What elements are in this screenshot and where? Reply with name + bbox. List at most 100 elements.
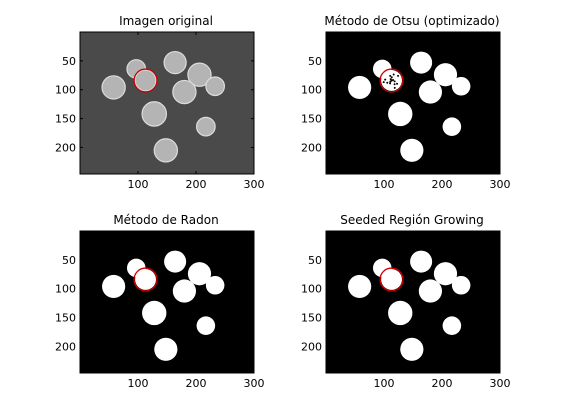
panel-title: Imagen original [119,14,213,28]
noise-speck [389,74,392,77]
y-tick-label: 200 [301,141,322,154]
coin [195,116,216,137]
y-tick-label: 50 [308,55,322,68]
y-tick-label: 150 [301,312,322,325]
panel-otsu-method: Método de Otsu (optimizado) 100 200 300 … [301,14,511,191]
x-tick-label: 100 [128,178,149,191]
x-tick-label: 300 [244,178,265,191]
coin [163,50,187,75]
coin [410,51,433,74]
panel-title: Seeded Región Growing [340,213,483,227]
panel-original-image: Imagen original 100 200 300 50 100 150 2… [55,14,265,191]
x-tick-label: 200 [186,178,207,191]
x-tick-labels: 100 200 300 [374,178,511,191]
noise-speck [384,78,387,81]
x-tick-label: 100 [374,377,395,390]
coin [348,274,372,299]
y-tick-label: 200 [301,340,322,353]
noise-speck [393,80,396,83]
coin [154,337,178,361]
axes-frame [325,230,501,374]
panel-seeded-region-growing: Seeded Región Growing 100 200 300 50 100… [301,213,511,390]
y-tick-label: 100 [301,283,322,296]
coin [134,69,157,92]
coin [418,279,442,303]
coin [187,262,212,286]
noise-speck [396,82,399,85]
coin [451,275,471,295]
coin [102,274,126,299]
x-tick-label: 200 [432,377,453,390]
noise-speck [393,83,396,86]
highlight-circle [133,68,158,93]
y-tick-label: 200 [55,340,76,353]
noise-speck [390,79,393,82]
x-tick-label: 300 [244,377,265,390]
coin [348,75,372,100]
noise-speck [389,82,392,85]
x-tick-label: 200 [186,377,207,390]
coin [442,117,462,136]
y-tick-label: 150 [55,113,76,126]
coin [196,316,216,335]
noise-speck [393,86,396,89]
y-tick-labels: 50 100 150 200 [55,254,76,354]
x-tick-labels: 100 200 300 [128,377,265,390]
coin [172,279,196,303]
coin [153,138,179,163]
y-tick-labels: 50 100 150 200 [301,254,322,354]
highlight-circle [379,267,404,292]
image-area [79,31,255,175]
y-tick-label: 100 [301,84,322,97]
coin [101,75,126,100]
image-area [325,230,501,374]
y-tick-label: 50 [62,254,76,267]
coin [187,62,212,87]
coin [205,275,225,295]
panel-title: Método de Radon [113,213,218,227]
noise-speck [397,74,400,77]
y-tick-label: 100 [55,283,76,296]
coin [388,300,413,326]
y-tick-label: 100 [55,84,76,97]
axes-frame [79,31,255,175]
coin [135,269,156,290]
y-tick-label: 200 [55,141,76,154]
x-tick-label: 300 [490,178,511,191]
image-area [79,230,255,374]
noise-speck [392,78,395,81]
noise-speck [390,76,393,79]
noise-speck [386,81,389,84]
coin [451,76,471,96]
image-area [325,31,501,175]
x-tick-label: 300 [490,377,511,390]
coin [164,250,187,273]
coin [418,80,442,104]
axes-frame [325,31,501,175]
coin [433,262,458,286]
highlight-circle [379,68,404,93]
x-tick-labels: 100 200 300 [128,178,265,191]
x-tick-labels: 100 200 300 [374,377,511,390]
coin [410,250,433,273]
x-tick-label: 100 [374,178,395,191]
highlight-circle [133,267,158,292]
noise-speck [382,81,385,84]
coin [142,300,167,326]
y-tick-labels: 50 100 150 200 [55,55,76,155]
coin [400,138,424,162]
y-tick-labels: 50 100 150 200 [301,55,322,155]
y-tick-label: 150 [55,312,76,325]
y-tick-label: 50 [308,254,322,267]
panel-title: Método de Otsu (optimizado) [324,14,499,28]
coin [205,76,226,97]
coin [172,79,197,105]
x-tick-label: 200 [432,178,453,191]
panel-radon-method: Método de Radon 100 200 300 50 100 150 2… [55,213,265,390]
y-tick-label: 50 [62,55,76,68]
coin [433,63,458,87]
coin [388,101,413,127]
coin [442,316,462,335]
coin [381,269,402,290]
